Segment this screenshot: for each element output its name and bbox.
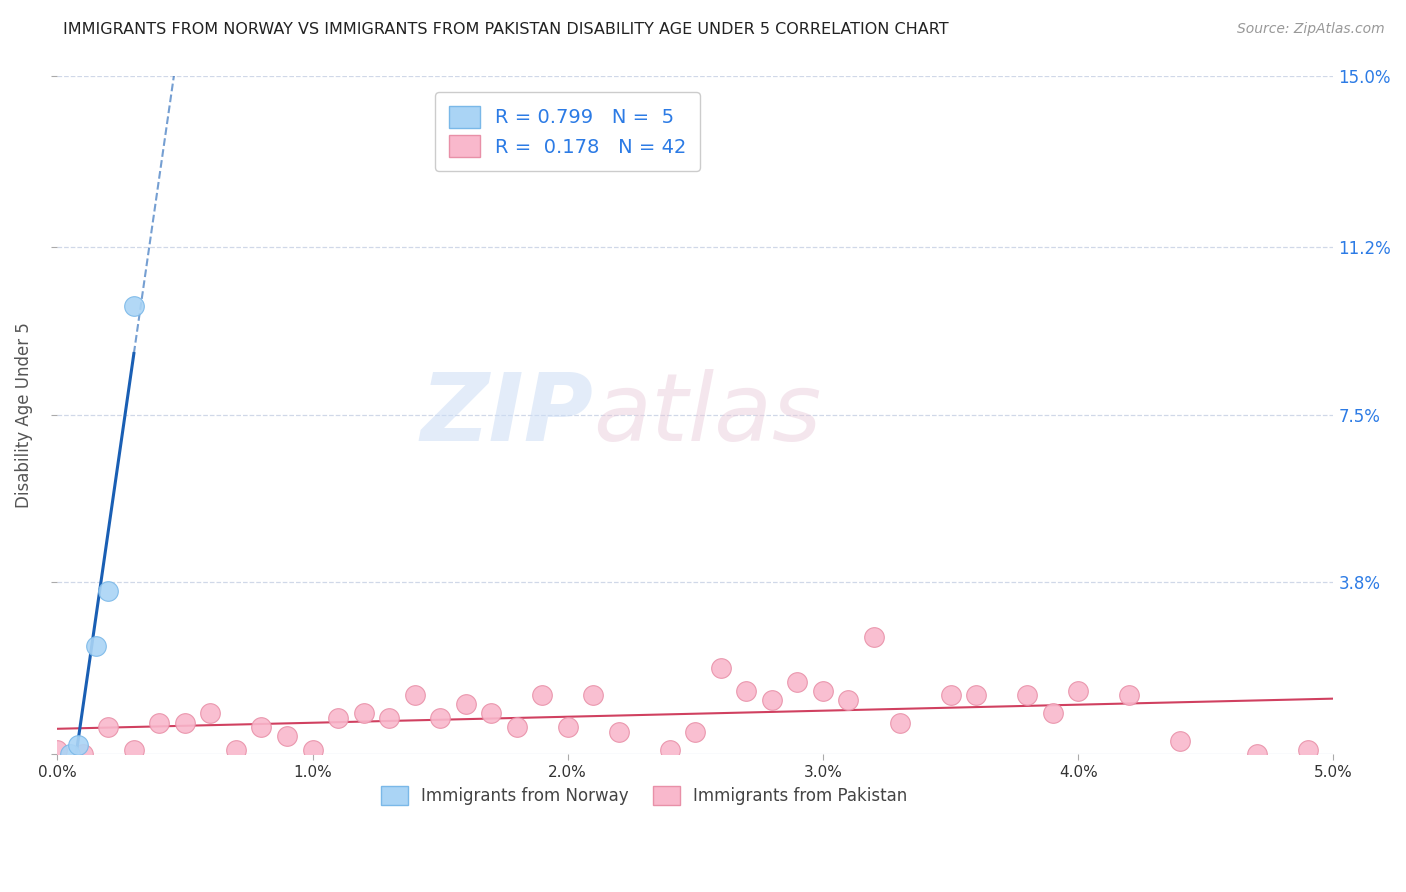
Point	[72, 747, 94, 762]
Text: ZIP: ZIP	[420, 369, 593, 461]
Point	[1118, 689, 1140, 703]
Point	[97, 720, 120, 734]
Point	[66, 738, 89, 752]
Point	[735, 684, 758, 698]
Point	[1067, 684, 1090, 698]
Point	[225, 742, 247, 756]
Point	[353, 706, 375, 721]
Point	[429, 711, 451, 725]
Point	[811, 684, 834, 698]
Point	[863, 630, 886, 644]
Point	[479, 706, 502, 721]
Point	[97, 584, 120, 599]
Point	[200, 706, 222, 721]
Point	[404, 689, 426, 703]
Point	[276, 729, 298, 743]
Point	[837, 693, 859, 707]
Point	[250, 720, 273, 734]
Y-axis label: Disability Age Under 5: Disability Age Under 5	[15, 322, 32, 508]
Point	[174, 715, 197, 730]
Point	[505, 720, 527, 734]
Point	[148, 715, 170, 730]
Point	[326, 711, 349, 725]
Point	[122, 742, 145, 756]
Legend: Immigrants from Norway, Immigrants from Pakistan: Immigrants from Norway, Immigrants from …	[373, 778, 917, 814]
Point	[1042, 706, 1064, 721]
Point	[607, 724, 630, 739]
Text: IMMIGRANTS FROM NORWAY VS IMMIGRANTS FROM PAKISTAN DISABILITY AGE UNDER 5 CORREL: IMMIGRANTS FROM NORWAY VS IMMIGRANTS FRO…	[63, 22, 949, 37]
Point	[122, 299, 145, 313]
Point	[685, 724, 707, 739]
Point	[454, 698, 477, 712]
Point	[531, 689, 554, 703]
Point	[301, 742, 323, 756]
Text: atlas: atlas	[593, 369, 821, 460]
Point	[939, 689, 962, 703]
Point	[378, 711, 401, 725]
Point	[1246, 747, 1268, 762]
Point	[1017, 689, 1039, 703]
Point	[59, 747, 82, 762]
Point	[84, 639, 107, 653]
Point	[1296, 742, 1319, 756]
Point	[965, 689, 987, 703]
Text: Source: ZipAtlas.com: Source: ZipAtlas.com	[1237, 22, 1385, 37]
Point	[786, 674, 808, 689]
Point	[1168, 733, 1191, 747]
Point	[557, 720, 579, 734]
Point	[710, 661, 733, 675]
Point	[658, 742, 681, 756]
Point	[582, 689, 605, 703]
Point	[761, 693, 783, 707]
Point	[46, 742, 69, 756]
Point	[889, 715, 911, 730]
